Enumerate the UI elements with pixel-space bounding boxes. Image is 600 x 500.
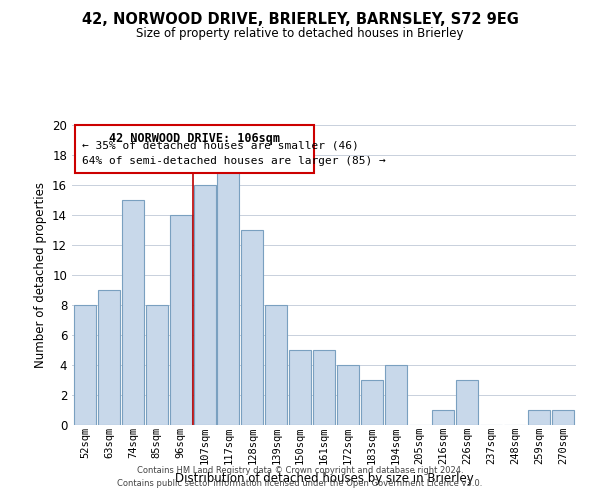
Bar [337, 365, 359, 425]
Text: ← 35% of detached houses are smaller (46): ← 35% of detached houses are smaller (46… [82, 141, 359, 151]
X-axis label: Distribution of detached houses by size in Brierley: Distribution of detached houses by size … [175, 472, 473, 485]
Bar [457, 380, 478, 425]
Bar [122, 200, 144, 425]
Bar [265, 305, 287, 425]
Bar [170, 215, 191, 425]
Text: 42, NORWOOD DRIVE, BRIERLEY, BARNSLEY, S72 9EG: 42, NORWOOD DRIVE, BRIERLEY, BARNSLEY, S… [82, 12, 518, 28]
Bar [552, 410, 574, 425]
Text: Contains HM Land Registry data © Crown copyright and database right 2024.
Contai: Contains HM Land Registry data © Crown c… [118, 466, 482, 487]
Text: Size of property relative to detached houses in Brierley: Size of property relative to detached ho… [136, 28, 464, 40]
Bar [146, 305, 168, 425]
Bar [289, 350, 311, 425]
Text: 42 NORWOOD DRIVE: 106sqm: 42 NORWOOD DRIVE: 106sqm [109, 132, 280, 145]
Y-axis label: Number of detached properties: Number of detached properties [34, 182, 47, 368]
Bar [98, 290, 120, 425]
Bar [528, 410, 550, 425]
Bar [194, 185, 215, 425]
Bar [241, 230, 263, 425]
Bar [74, 305, 96, 425]
Bar [385, 365, 407, 425]
Bar [433, 410, 454, 425]
FancyBboxPatch shape [75, 125, 314, 173]
Bar [217, 170, 239, 425]
Text: 64% of semi-detached houses are larger (85) →: 64% of semi-detached houses are larger (… [82, 156, 386, 166]
Bar [313, 350, 335, 425]
Bar [361, 380, 383, 425]
